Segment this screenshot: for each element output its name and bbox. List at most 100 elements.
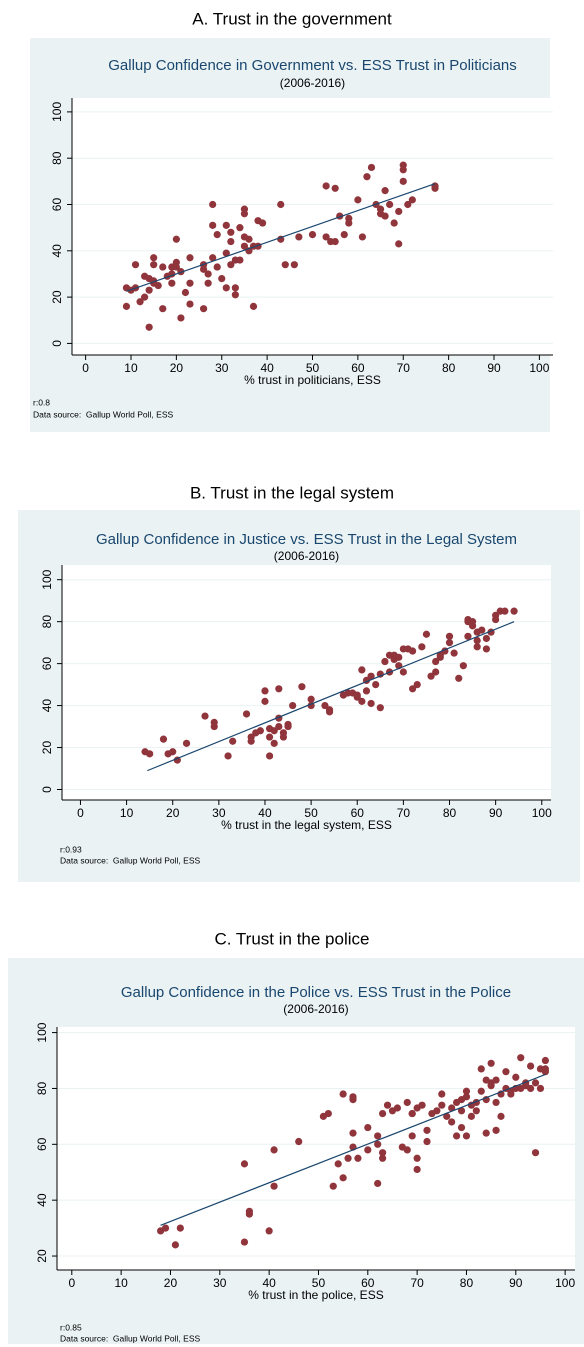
point — [222, 249, 230, 257]
x-tick-label: 50 — [306, 361, 320, 375]
point — [322, 233, 330, 241]
point — [358, 666, 366, 674]
point — [349, 1096, 357, 1104]
point — [199, 265, 208, 273]
point — [141, 293, 149, 301]
point — [325, 708, 334, 716]
point — [339, 1174, 347, 1182]
point — [367, 672, 375, 680]
y-tick-label: 40 — [50, 244, 64, 258]
y-tick-label: 20 — [35, 1249, 49, 1263]
chart-subtitle: (2006-2016) — [283, 1002, 348, 1016]
point — [379, 1109, 387, 1118]
x-tick-label: 10 — [120, 806, 134, 820]
y-tick-label: 40 — [40, 699, 54, 713]
point — [517, 1054, 525, 1062]
point — [231, 284, 239, 292]
point — [270, 1146, 278, 1154]
point — [482, 645, 491, 653]
point — [413, 1165, 421, 1174]
y-tick-label: 100 — [50, 102, 64, 122]
point — [270, 1182, 278, 1190]
chart: C. Trust in the police Gallup Confidence … — [8, 929, 584, 1344]
point — [265, 752, 274, 760]
x-tick-label: 20 — [166, 806, 180, 820]
y-tick-label: 0 — [50, 340, 64, 347]
point — [374, 1140, 382, 1148]
source-note: Data source: Gallup World Poll, ESS — [33, 409, 173, 419]
point — [159, 735, 168, 743]
chart-title: Gallup Confidence in Government vs. ESS … — [108, 57, 517, 74]
point — [345, 214, 353, 222]
point — [399, 161, 407, 169]
plot-area — [57, 1027, 575, 1270]
point — [376, 704, 384, 712]
point — [438, 1090, 446, 1098]
point — [334, 1160, 342, 1168]
point — [236, 256, 244, 264]
point — [422, 630, 431, 638]
x-tick-label: 80 — [442, 361, 456, 375]
fit-line — [147, 621, 515, 772]
point — [482, 1129, 490, 1137]
point — [399, 177, 407, 185]
point — [210, 722, 218, 731]
point — [423, 1126, 431, 1134]
point — [284, 722, 292, 731]
point — [353, 691, 361, 699]
point — [507, 1090, 515, 1098]
point — [418, 1101, 426, 1109]
x-tick-label: 0 — [82, 361, 89, 375]
point — [204, 279, 212, 287]
point — [395, 240, 403, 248]
point — [261, 697, 269, 705]
note: r:0.8 — [33, 397, 50, 407]
source-note: Data source: Gallup World Poll, ESS — [60, 1333, 200, 1343]
point — [502, 1068, 510, 1076]
point — [329, 1182, 337, 1190]
point — [265, 733, 274, 741]
point — [468, 618, 477, 626]
point — [536, 1084, 545, 1093]
y-tick-label: 60 — [40, 657, 54, 671]
point — [169, 748, 177, 756]
point — [432, 668, 440, 676]
point — [227, 261, 235, 269]
point — [477, 1065, 485, 1073]
point — [295, 233, 303, 241]
point — [231, 291, 239, 299]
point — [395, 207, 403, 216]
x-tick-label: 30 — [215, 361, 229, 375]
x-tick-label: 90 — [509, 1276, 523, 1290]
point — [372, 680, 380, 689]
x-tick-label: 70 — [397, 361, 411, 375]
point — [492, 1076, 500, 1084]
point — [277, 200, 285, 209]
point — [464, 632, 472, 640]
point — [409, 647, 417, 655]
point — [159, 263, 167, 271]
point — [247, 737, 255, 745]
point — [177, 314, 185, 322]
point — [209, 221, 217, 229]
point — [541, 1056, 550, 1065]
fit-line — [160, 1073, 546, 1226]
point — [256, 727, 264, 735]
point — [131, 261, 140, 269]
x-tick-label: 20 — [170, 361, 184, 375]
x-tick-label: 30 — [212, 806, 226, 820]
point — [229, 737, 237, 745]
point — [531, 1149, 540, 1157]
point — [432, 657, 440, 666]
x-tick-label: 40 — [262, 1276, 276, 1290]
x-tick-label: 50 — [304, 806, 318, 820]
point — [295, 1137, 303, 1146]
y-tick-label: 20 — [50, 290, 64, 304]
y-tick-label: 40 — [35, 1193, 49, 1207]
point — [459, 662, 467, 670]
point — [362, 687, 371, 695]
point — [358, 233, 367, 241]
x-tick-label: 40 — [258, 806, 272, 820]
y-tick-label: 80 — [50, 151, 64, 165]
